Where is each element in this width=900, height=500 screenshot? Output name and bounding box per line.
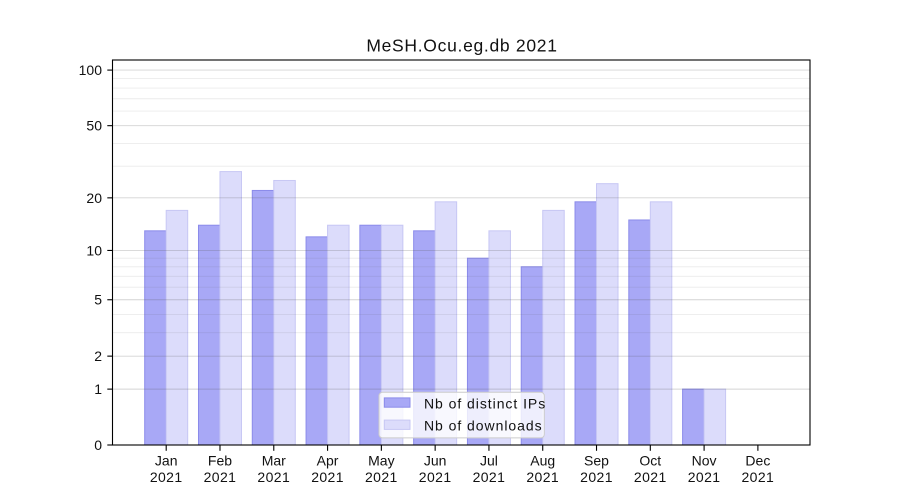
svg-text:100: 100	[79, 62, 103, 78]
svg-text:Nov: Nov	[692, 453, 717, 469]
svg-text:Nb of distinct IPs: Nb of distinct IPs	[424, 395, 546, 411]
svg-text:2021: 2021	[688, 469, 721, 485]
svg-text:2021: 2021	[580, 469, 613, 485]
svg-text:Jul: Jul	[480, 453, 498, 469]
svg-text:Aug: Aug	[530, 453, 555, 469]
svg-text:2021: 2021	[634, 469, 667, 485]
svg-text:Sep: Sep	[584, 453, 609, 469]
svg-text:2021: 2021	[204, 469, 237, 485]
svg-text:2021: 2021	[365, 469, 398, 485]
svg-text:Apr: Apr	[317, 453, 339, 469]
svg-text:MeSH.Ocu.eg.db 2021: MeSH.Ocu.eg.db 2021	[366, 36, 557, 56]
svg-text:2021: 2021	[742, 469, 775, 485]
svg-text:20: 20	[86, 190, 102, 206]
svg-text:2: 2	[94, 348, 102, 364]
svg-text:2021: 2021	[311, 469, 344, 485]
svg-text:2021: 2021	[257, 469, 290, 485]
svg-text:Oct: Oct	[639, 453, 661, 469]
svg-text:Feb: Feb	[208, 453, 232, 469]
svg-text:2021: 2021	[150, 469, 183, 485]
svg-text:5: 5	[94, 292, 102, 308]
svg-text:May: May	[368, 453, 394, 469]
svg-text:2021: 2021	[526, 469, 559, 485]
svg-text:Jan: Jan	[155, 453, 178, 469]
svg-text:Nb of downloads: Nb of downloads	[424, 418, 543, 434]
svg-text:2021: 2021	[419, 469, 452, 485]
svg-text:0: 0	[94, 437, 102, 453]
svg-text:Dec: Dec	[745, 453, 770, 469]
svg-text:Mar: Mar	[262, 453, 286, 469]
svg-text:50: 50	[86, 118, 102, 134]
svg-text:10: 10	[86, 242, 102, 258]
svg-text:1: 1	[94, 381, 102, 397]
svg-text:Jun: Jun	[424, 453, 447, 469]
svg-text:2021: 2021	[473, 469, 506, 485]
